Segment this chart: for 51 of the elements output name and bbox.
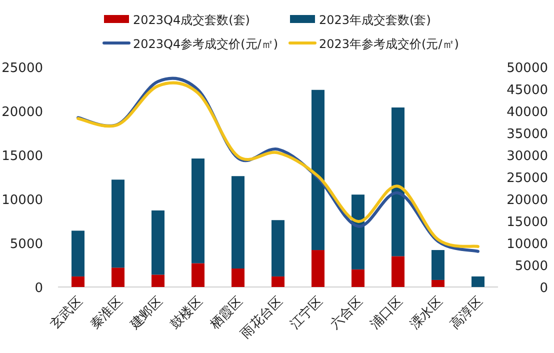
bar bbox=[352, 269, 364, 287]
y2-tick-label: 35000 bbox=[506, 127, 548, 142]
bar bbox=[72, 230, 84, 276]
bar bbox=[392, 256, 404, 287]
y2-tick-label: 50000 bbox=[506, 61, 548, 76]
bar bbox=[352, 194, 364, 270]
y2-tick-label: 10000 bbox=[506, 237, 548, 252]
bar bbox=[472, 276, 484, 287]
bar bbox=[432, 280, 444, 287]
y-tick-label: 15000 bbox=[2, 149, 43, 164]
bar bbox=[112, 268, 124, 287]
bar bbox=[272, 220, 284, 276]
y-tick-label: 10000 bbox=[2, 193, 43, 208]
bar bbox=[192, 263, 204, 287]
x-tick-label: 江宁区 bbox=[286, 294, 326, 332]
y2-tick-label: 5000 bbox=[514, 259, 548, 274]
x-tick-label: 六合区 bbox=[328, 294, 366, 332]
bar bbox=[232, 176, 244, 269]
bar bbox=[112, 180, 124, 268]
y-tick-label: 25000 bbox=[2, 61, 43, 76]
bar bbox=[272, 276, 284, 287]
legend-label: 2023年成交套数(套) bbox=[319, 13, 431, 27]
y2-tick-label: 40000 bbox=[506, 105, 548, 120]
bar bbox=[72, 276, 84, 287]
legend-label: 2023Q4成交套数(套) bbox=[133, 13, 250, 27]
y2-tick-label: 25000 bbox=[506, 171, 548, 186]
bar bbox=[152, 274, 164, 287]
bar bbox=[312, 90, 324, 250]
x-tick-label: 鼓楼区 bbox=[168, 294, 206, 332]
bar bbox=[392, 107, 404, 256]
bar bbox=[192, 158, 204, 264]
y2-tick-label: 20000 bbox=[506, 193, 548, 208]
bar bbox=[432, 250, 444, 280]
x-tick-label: 浦口区 bbox=[368, 294, 406, 332]
legend-label: 2023年参考成交价(元/㎡) bbox=[319, 37, 459, 51]
x-tick-label: 建邺区 bbox=[126, 294, 166, 334]
y-tick-label: 5000 bbox=[10, 237, 43, 252]
y-tick-label: 0 bbox=[34, 281, 43, 296]
bar bbox=[152, 210, 164, 275]
legend-label: 2023Q4参考成交价(元/㎡) bbox=[133, 37, 278, 51]
x-tick-label: 高淳区 bbox=[446, 294, 486, 332]
bar bbox=[232, 268, 244, 287]
x-tick-label: 玄武区 bbox=[46, 294, 86, 332]
x-tick-label: 溧水区 bbox=[408, 294, 446, 332]
y2-tick-label: 0 bbox=[540, 281, 548, 296]
x-tick-label: 秦淮区 bbox=[88, 294, 126, 332]
y2-tick-label: 15000 bbox=[506, 215, 548, 230]
y2-tick-label: 30000 bbox=[506, 149, 548, 164]
y-tick-label: 20000 bbox=[2, 105, 43, 120]
y2-tick-label: 45000 bbox=[506, 83, 548, 98]
bar bbox=[312, 250, 324, 287]
